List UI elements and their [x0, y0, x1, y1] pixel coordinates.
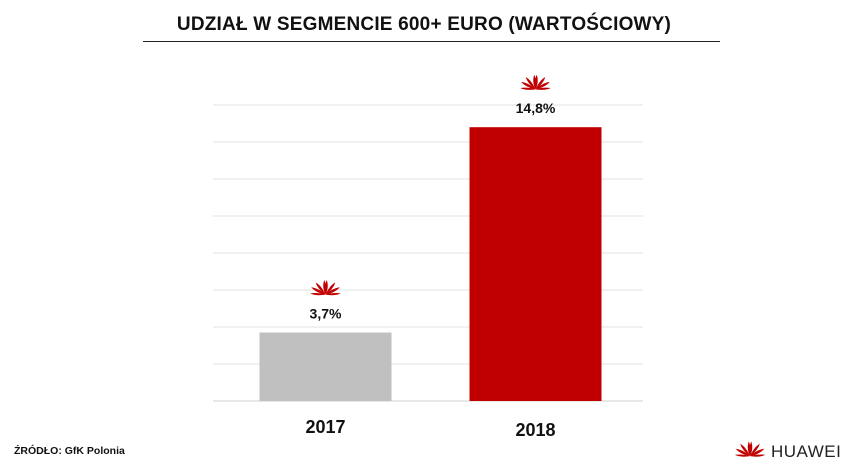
title-underline	[143, 41, 720, 42]
brand-name: HUAWEI	[771, 442, 842, 461]
bar-2017	[259, 332, 392, 401]
data-label-2017: 3,7%	[310, 306, 342, 322]
bar-2018	[469, 127, 602, 401]
x-tick-labels: 2017 2018	[305, 417, 555, 440]
huawei-logo-icon	[520, 74, 551, 90]
x-tick-2017: 2017	[305, 417, 345, 437]
data-label-2018: 14,8%	[516, 100, 556, 116]
source-note: ŹRÓDŁO: GfK Polonia	[14, 445, 125, 457]
data-labels: 3,7% 14,8%	[310, 100, 556, 321]
bars	[259, 127, 602, 401]
chart-title: UDZIAŁ W SEGMENCIE 600+ EURO (WARTOŚCIOW…	[176, 14, 672, 35]
x-tick-2018: 2018	[515, 420, 555, 440]
huawei-logo-icon	[310, 280, 341, 296]
brand-logo: HUAWEI	[733, 438, 841, 466]
huawei-logo-icon	[734, 441, 766, 457]
